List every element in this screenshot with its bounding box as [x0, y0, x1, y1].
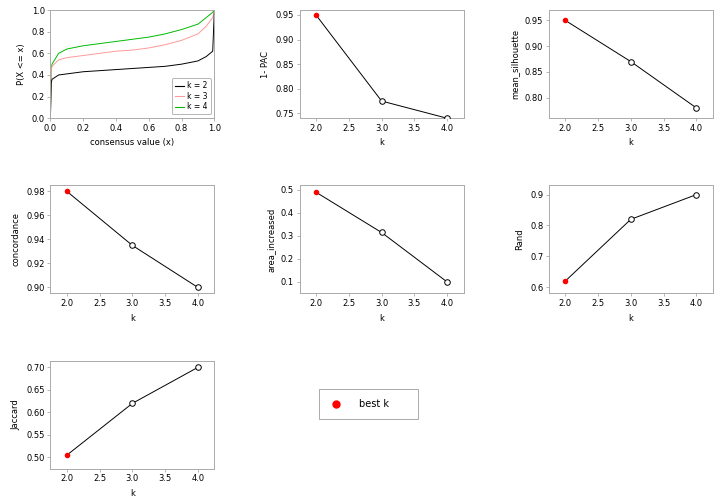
Y-axis label: P(X <= x): P(X <= x) [17, 43, 26, 85]
X-axis label: k: k [379, 139, 384, 147]
X-axis label: k: k [379, 313, 384, 323]
Y-axis label: Rand: Rand [516, 229, 524, 250]
X-axis label: k: k [629, 313, 634, 323]
Y-axis label: mean_silhouette: mean_silhouette [510, 29, 519, 99]
Y-axis label: area_increased: area_increased [266, 207, 275, 272]
Y-axis label: 1- PAC: 1- PAC [261, 51, 270, 78]
Y-axis label: concordance: concordance [12, 212, 21, 267]
Y-axis label: Jaccard: Jaccard [12, 399, 21, 430]
Legend: k = 2, k = 3, k = 4: k = 2, k = 3, k = 4 [171, 78, 210, 114]
Text: best k: best k [359, 399, 389, 409]
X-axis label: k: k [130, 489, 135, 498]
X-axis label: k: k [130, 313, 135, 323]
X-axis label: k: k [629, 139, 634, 147]
X-axis label: consensus value (x): consensus value (x) [90, 139, 174, 147]
